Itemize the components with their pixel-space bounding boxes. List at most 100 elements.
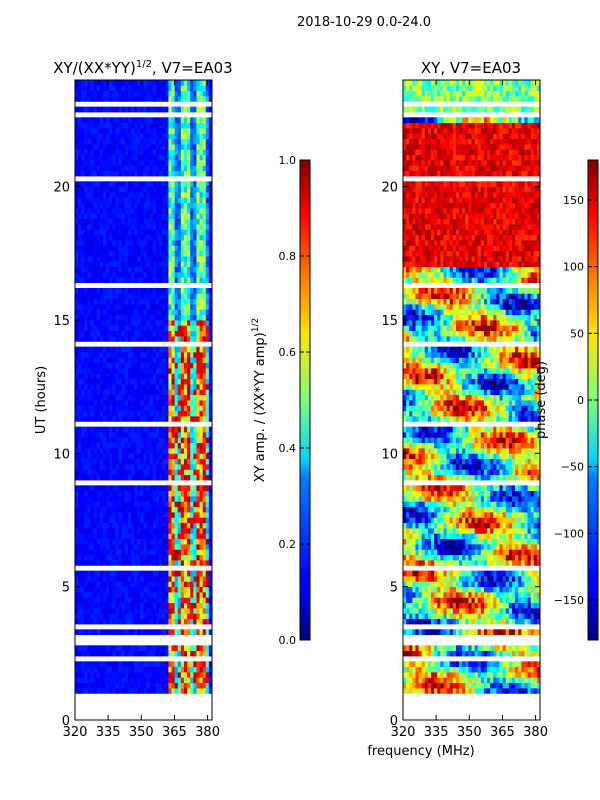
heatmap-cell (75, 453, 79, 460)
heatmap-cell (165, 261, 169, 268)
heatmap-cell (87, 304, 91, 310)
heatmap-cell (99, 80, 104, 86)
heatmap-cell (162, 442, 166, 449)
heatmap-cell (124, 512, 129, 518)
heatmap-cell (208, 266, 213, 273)
heatmap-cell (118, 266, 123, 273)
heatmap-cell (205, 416, 210, 422)
heatmap-cell (124, 453, 129, 460)
heatmap-cell (443, 618, 447, 625)
heatmap-cell (480, 618, 485, 625)
heatmap-cell (171, 181, 176, 188)
heatmap-cell (152, 528, 157, 534)
heatmap-cell (474, 672, 479, 678)
heatmap-cell (131, 245, 135, 252)
heatmap-cell (134, 405, 138, 412)
heatmap-cell (190, 432, 194, 438)
heatmap-cell (103, 96, 107, 102)
heatmap-cell (96, 378, 101, 385)
heatmap-cell (134, 544, 138, 550)
heatmap-cell (152, 677, 157, 684)
heatmap-cell (121, 645, 126, 652)
heatmap-cell (140, 325, 144, 332)
heatmap-cell (165, 501, 169, 508)
heatmap-cell (106, 378, 110, 385)
heatmap-cell (496, 682, 500, 689)
heatmap-cell (177, 149, 182, 156)
heatmap-cell (137, 165, 141, 172)
heatmap-cell (159, 645, 163, 652)
heatmap-cell (93, 432, 98, 438)
heatmap-cell (508, 672, 513, 678)
heatmap-cell (137, 560, 141, 566)
heatmap-cell (127, 490, 132, 497)
heatmap-cell (137, 240, 141, 246)
heatmap-cell (134, 458, 138, 465)
heatmap-cell (208, 154, 213, 161)
heatmap-cell (168, 357, 172, 364)
heatmap-cell (159, 149, 163, 156)
heatmap-cell (106, 213, 110, 220)
heatmap-cell (177, 90, 182, 97)
heatmap-cell (149, 304, 154, 310)
heatmap-cell (124, 437, 129, 444)
heatmap-cell (84, 336, 88, 342)
heatmap-cell (109, 272, 113, 278)
heatmap-cell (431, 661, 435, 668)
heatmap-cell (205, 330, 210, 337)
heatmap-cell (99, 576, 104, 582)
heatmap-cell (81, 202, 85, 209)
heatmap-cell (146, 373, 151, 380)
heatmap-cell (140, 117, 144, 124)
heatmap-cell (493, 682, 497, 689)
heatmap-cell (87, 272, 91, 278)
heatmap-cell (493, 618, 497, 625)
heatmap-cell (168, 528, 172, 534)
heatmap-cell (199, 389, 204, 396)
heatmap-cell (180, 213, 185, 220)
heatmap-cell (134, 314, 138, 321)
heatmap-cell (427, 629, 432, 636)
heatmap-cell (137, 362, 141, 369)
heatmap-cell (205, 277, 210, 284)
heatmap-cell (84, 672, 88, 678)
heatmap-cell (187, 394, 191, 401)
heatmap-cell (87, 256, 91, 262)
heatmap-cell (171, 314, 176, 321)
heatmap-cell (159, 549, 163, 556)
heatmap-cell (431, 618, 435, 625)
heatmap-cell (208, 602, 213, 609)
heatmap-cell (196, 618, 200, 625)
heatmap-cell (115, 405, 119, 412)
heatmap-cell (93, 272, 98, 278)
heatmap-cell (174, 538, 179, 545)
heatmap-cell (143, 682, 148, 689)
heatmap-cell (452, 661, 457, 668)
heatmap-cell (140, 544, 144, 550)
heatmap-cell (124, 581, 129, 588)
heatmap-cell (131, 213, 135, 220)
heatmap-cell (168, 394, 172, 401)
heatmap-cell (75, 666, 79, 673)
heatmap-cell (78, 597, 82, 604)
heatmap-cell (127, 677, 132, 684)
heatmap-cell (127, 346, 132, 353)
heatmap-cell (127, 400, 132, 406)
heatmap-cell (127, 672, 132, 678)
heatmap-cell (152, 362, 157, 369)
heatmap-cell (112, 512, 116, 518)
heatmap-cell (109, 506, 113, 513)
heatmap-cell (103, 554, 107, 561)
heatmap-cell (171, 522, 176, 529)
heatmap-cell (177, 208, 182, 214)
heatmap-cell (421, 682, 426, 689)
heatmap-cell (137, 352, 141, 358)
heatmap-cell (177, 245, 182, 252)
heatmap-cell (162, 533, 166, 540)
heatmap-cell (165, 170, 169, 177)
heatmap-cell (180, 448, 185, 454)
heatmap-cell (199, 320, 204, 326)
heatmap-cell (112, 325, 116, 332)
heatmap-cell (93, 362, 98, 369)
heatmap-cell (168, 437, 172, 444)
